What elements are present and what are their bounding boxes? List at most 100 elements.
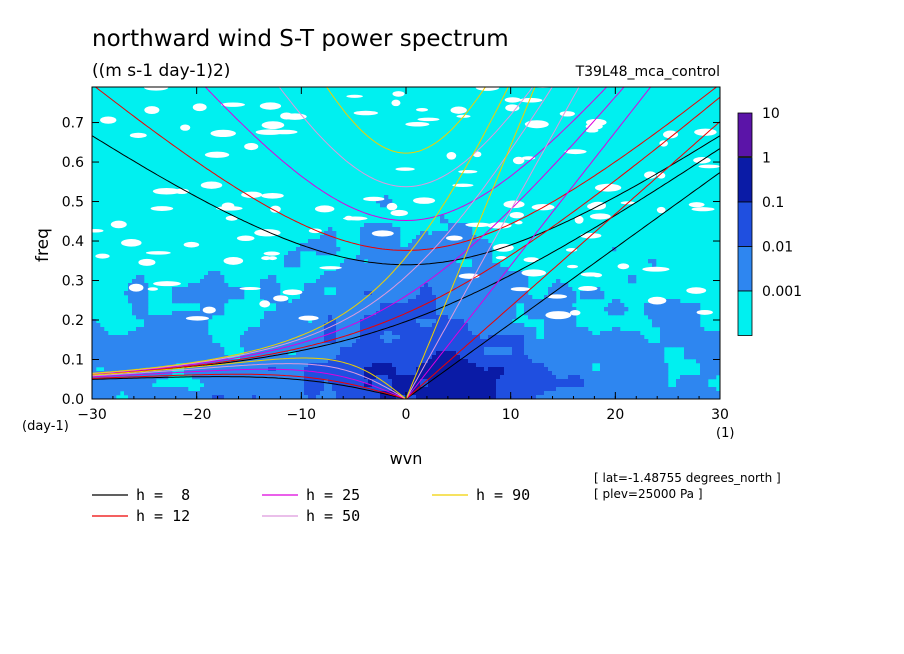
- heatmap-cell: [336, 351, 341, 356]
- heatmap-cell: [164, 387, 169, 392]
- heatmap-cell: [368, 295, 373, 300]
- heatmap-cell: [548, 323, 553, 328]
- heatmap-cell: [424, 267, 429, 272]
- heatmap-cell: [656, 367, 661, 372]
- heatmap-cell: [460, 379, 465, 384]
- heatmap-cell: [652, 391, 657, 396]
- heatmap-cell: [284, 315, 289, 320]
- heatmap-cell: [220, 295, 225, 300]
- heatmap-cell: [616, 343, 621, 348]
- heatmap-cell: [360, 371, 365, 376]
- heatmap-cell: [688, 335, 693, 340]
- heatmap-cell: [708, 367, 713, 372]
- heatmap-cell: [428, 279, 433, 284]
- heatmap-cell: [604, 331, 609, 336]
- heatmap-cell: [716, 371, 720, 376]
- heatmap-cell: [496, 383, 501, 388]
- heatmap-cell: [484, 247, 489, 252]
- heatmap-cell: [404, 351, 409, 356]
- heatmap-cell: [136, 291, 141, 296]
- heatmap-cell: [132, 279, 137, 284]
- heatmap-cell: [716, 395, 720, 399]
- heatmap-cell: [248, 335, 253, 340]
- heatmap-cell: [192, 291, 197, 296]
- heatmap-cell: [376, 343, 381, 348]
- heatmap-cell: [416, 327, 421, 332]
- heatmap-cell: [512, 299, 517, 304]
- heatmap-cell: [652, 303, 657, 308]
- heatmap-cell: [600, 291, 605, 296]
- heatmap-cell: [500, 307, 505, 312]
- heatmap-cell: [544, 295, 549, 300]
- heatmap-cell: [476, 391, 481, 396]
- heatmap-cell: [316, 299, 321, 304]
- heatmap-cell: [648, 375, 653, 380]
- heatmap-cell: [436, 395, 441, 399]
- heatmap-cell: [572, 395, 577, 399]
- heatmap-cell: [500, 347, 505, 352]
- heatmap-cell: [440, 363, 445, 368]
- heatmap-cell: [424, 311, 429, 316]
- heatmap-cell: [468, 239, 473, 244]
- heatmap-cell: [416, 295, 421, 300]
- heatmap-cell: [348, 291, 353, 296]
- heatmap-cell: [280, 331, 285, 336]
- heatmap-gap: [698, 164, 720, 169]
- heatmap-cell: [368, 243, 373, 248]
- heatmap-cell: [216, 303, 221, 308]
- heatmap-cell: [600, 367, 605, 372]
- heatmap-cell: [616, 347, 621, 352]
- heatmap-cell: [460, 271, 465, 276]
- heatmap-cell: [508, 339, 513, 344]
- heatmap-cell: [416, 319, 421, 324]
- heatmap-cell: [652, 311, 657, 316]
- heatmap-cell: [660, 331, 665, 336]
- heatmap-cell: [456, 239, 461, 244]
- heatmap-cell: [676, 379, 681, 384]
- heatmap-cell: [228, 295, 233, 300]
- heatmap-cell: [344, 295, 349, 300]
- heatmap-cell: [612, 307, 617, 312]
- heatmap-cell: [512, 383, 517, 388]
- heatmap-cell: [184, 315, 189, 320]
- heatmap-cell: [640, 371, 645, 376]
- heatmap-cell: [304, 379, 309, 384]
- heatmap-cell: [444, 239, 449, 244]
- heatmap-cell: [284, 395, 289, 399]
- heatmap-cell: [400, 247, 405, 252]
- heatmap-cell: [576, 343, 581, 348]
- heatmap-cell: [256, 379, 261, 384]
- heatmap-cell: [172, 291, 177, 296]
- heatmap-cell: [524, 367, 529, 372]
- heatmap-cell: [332, 327, 337, 332]
- heatmap-cell: [184, 339, 189, 344]
- heatmap-cell: [212, 287, 217, 292]
- heatmap-cell: [608, 331, 613, 336]
- heatmap-cell: [356, 391, 361, 396]
- heatmap-cell: [660, 343, 665, 348]
- heatmap-cell: [256, 391, 261, 396]
- heatmap-cell: [592, 335, 597, 340]
- heatmap-cell: [244, 347, 249, 352]
- heatmap-cell: [644, 363, 649, 368]
- heatmap-cell: [668, 331, 673, 336]
- heatmap-cell: [316, 359, 321, 364]
- heatmap-cell: [492, 315, 497, 320]
- heatmap-cell: [492, 311, 497, 316]
- heatmap-cell: [360, 359, 365, 364]
- heatmap-cell: [148, 387, 153, 392]
- heatmap-cell: [400, 327, 405, 332]
- heatmap-cell: [152, 339, 157, 344]
- heatmap-cell: [220, 375, 225, 380]
- heatmap-cell: [480, 255, 485, 260]
- heatmap-cell: [572, 367, 577, 372]
- heatmap-cell: [460, 239, 465, 244]
- heatmap-cell: [508, 391, 513, 396]
- heatmap-cell: [552, 347, 557, 352]
- heatmap-cell: [372, 383, 377, 388]
- heatmap-cell: [448, 355, 453, 360]
- heatmap-cell: [516, 343, 521, 348]
- heatmap-cell: [236, 291, 241, 296]
- heatmap-cell: [440, 275, 445, 280]
- heatmap-cell: [288, 335, 293, 340]
